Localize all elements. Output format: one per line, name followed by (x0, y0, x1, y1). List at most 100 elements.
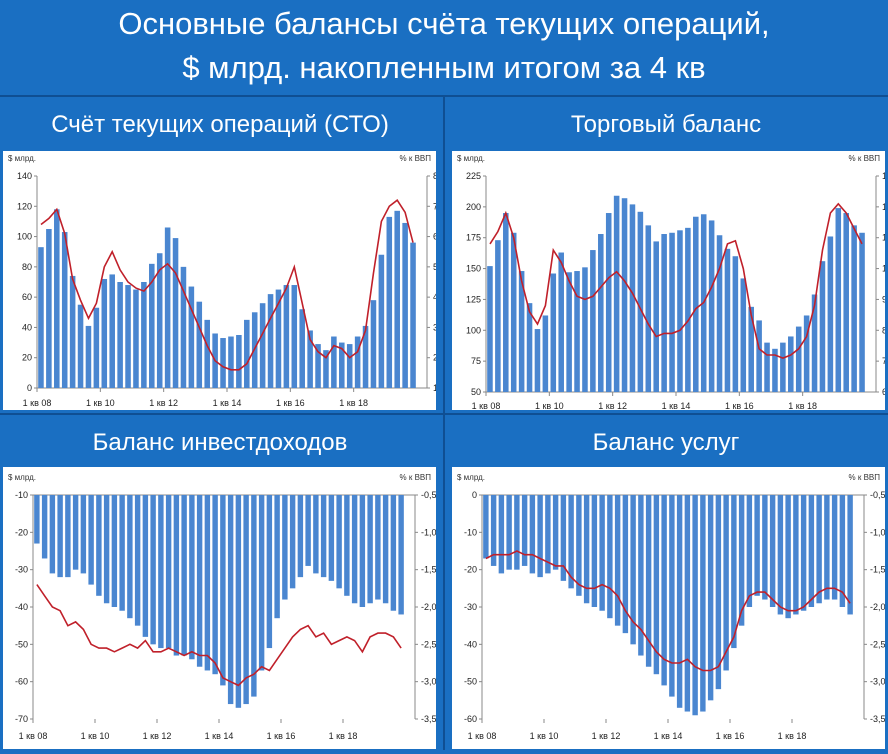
bar (495, 240, 501, 392)
y-tick-label-left: -40 (15, 602, 28, 612)
bar (180, 266, 187, 388)
bar (576, 495, 582, 596)
bar (398, 495, 404, 615)
y-tick-label-left: -10 (464, 527, 477, 537)
bar (220, 338, 226, 388)
x-tick-label: 1 кв 18 (788, 401, 817, 410)
bar (142, 495, 149, 637)
x-tick-label: 1 кв 08 (468, 731, 497, 741)
bar (598, 234, 604, 392)
bar (165, 495, 172, 649)
bar (119, 495, 125, 611)
y-tick-label-left: 50 (471, 387, 481, 397)
bar (731, 495, 737, 649)
bar (362, 325, 369, 388)
bar (788, 336, 794, 392)
y-tick-label-right: 3 (433, 322, 436, 332)
y-tick-label-left: -50 (464, 677, 477, 687)
bar (49, 495, 56, 574)
bar (54, 209, 60, 388)
bar (676, 495, 683, 708)
y-tick-label-left: 150 (466, 264, 481, 274)
bar (243, 495, 249, 705)
bar (189, 495, 195, 660)
series-line-gdp-share (40, 199, 414, 371)
bar (61, 232, 68, 388)
bar (483, 495, 489, 559)
bar (568, 495, 574, 589)
bar (542, 315, 549, 392)
bar (402, 222, 408, 388)
x-tick-label: 1 кв 16 (716, 731, 745, 741)
bar (96, 495, 102, 596)
bar (590, 250, 596, 392)
bar (196, 495, 203, 667)
y-tick-label-right: 2 (433, 353, 436, 363)
y-tick-label-left: 40 (22, 322, 32, 332)
y-tick-label-right: -1,5 (421, 565, 436, 575)
bar (669, 232, 675, 392)
bar (708, 220, 715, 392)
y-tick-label-right: 13 (882, 171, 885, 181)
bar (204, 319, 210, 388)
bar (514, 495, 520, 570)
y-tick-label-left: -40 (464, 639, 477, 649)
bar (724, 248, 731, 392)
bar (839, 495, 846, 607)
bar (816, 495, 822, 604)
bar (700, 495, 706, 712)
bar (149, 263, 155, 388)
bar (93, 307, 100, 388)
bar (692, 495, 698, 716)
y-tick-label-left: 60 (22, 292, 32, 302)
bar (172, 238, 179, 388)
bar (521, 495, 528, 566)
x-tick-label: 1 кв 14 (213, 398, 242, 408)
bar (394, 210, 400, 388)
bar (69, 275, 76, 388)
bar (487, 266, 493, 392)
bar (558, 252, 564, 392)
y-tick-label-left: 20 (22, 353, 32, 363)
x-tick-label: 1 кв 12 (149, 398, 178, 408)
y-tick-label-left: -60 (15, 677, 28, 687)
y-tick-label-right: -3,5 (870, 714, 885, 724)
y-axis-label-left: $ млрд. (457, 473, 485, 482)
bar (133, 289, 139, 388)
y-tick-label-right: 6 (433, 232, 436, 242)
bar (831, 495, 838, 600)
bar (684, 495, 691, 712)
bar (851, 225, 857, 392)
bar (560, 495, 567, 581)
y-axis-label-right: % к ВВП (400, 154, 432, 163)
bar (490, 495, 497, 566)
y-tick-label-right: -3,0 (870, 677, 885, 687)
divider (443, 95, 445, 750)
bar (785, 495, 791, 619)
bar (498, 495, 505, 574)
bar (344, 495, 350, 596)
bar (258, 495, 265, 671)
bar (621, 198, 628, 392)
chart-panel-services: $ млрд. % к ВВП 0 -10 -20 -30 -40 -50 -60 -0,5 -1,… (452, 467, 886, 749)
bar (800, 495, 807, 611)
x-tick-label: 1 кв 08 (472, 401, 501, 410)
bar (297, 495, 304, 578)
bar (614, 495, 621, 626)
bar (85, 325, 92, 388)
bar (582, 267, 588, 392)
bar (339, 342, 345, 388)
bar (196, 301, 203, 388)
bar (267, 294, 274, 388)
bar (599, 495, 605, 611)
y-tick-label-left: 0 (472, 490, 477, 500)
bar (772, 348, 778, 392)
y-tick-label-left: 0 (27, 383, 32, 393)
bar (518, 271, 525, 392)
x-tick-label: 1 кв 10 (535, 401, 564, 410)
y-axis-label-right: % к ВВП (849, 473, 881, 482)
bar (645, 225, 652, 392)
y-tick-label-left: 100 (17, 232, 32, 242)
y-tick-label-right: -2,0 (421, 602, 436, 612)
